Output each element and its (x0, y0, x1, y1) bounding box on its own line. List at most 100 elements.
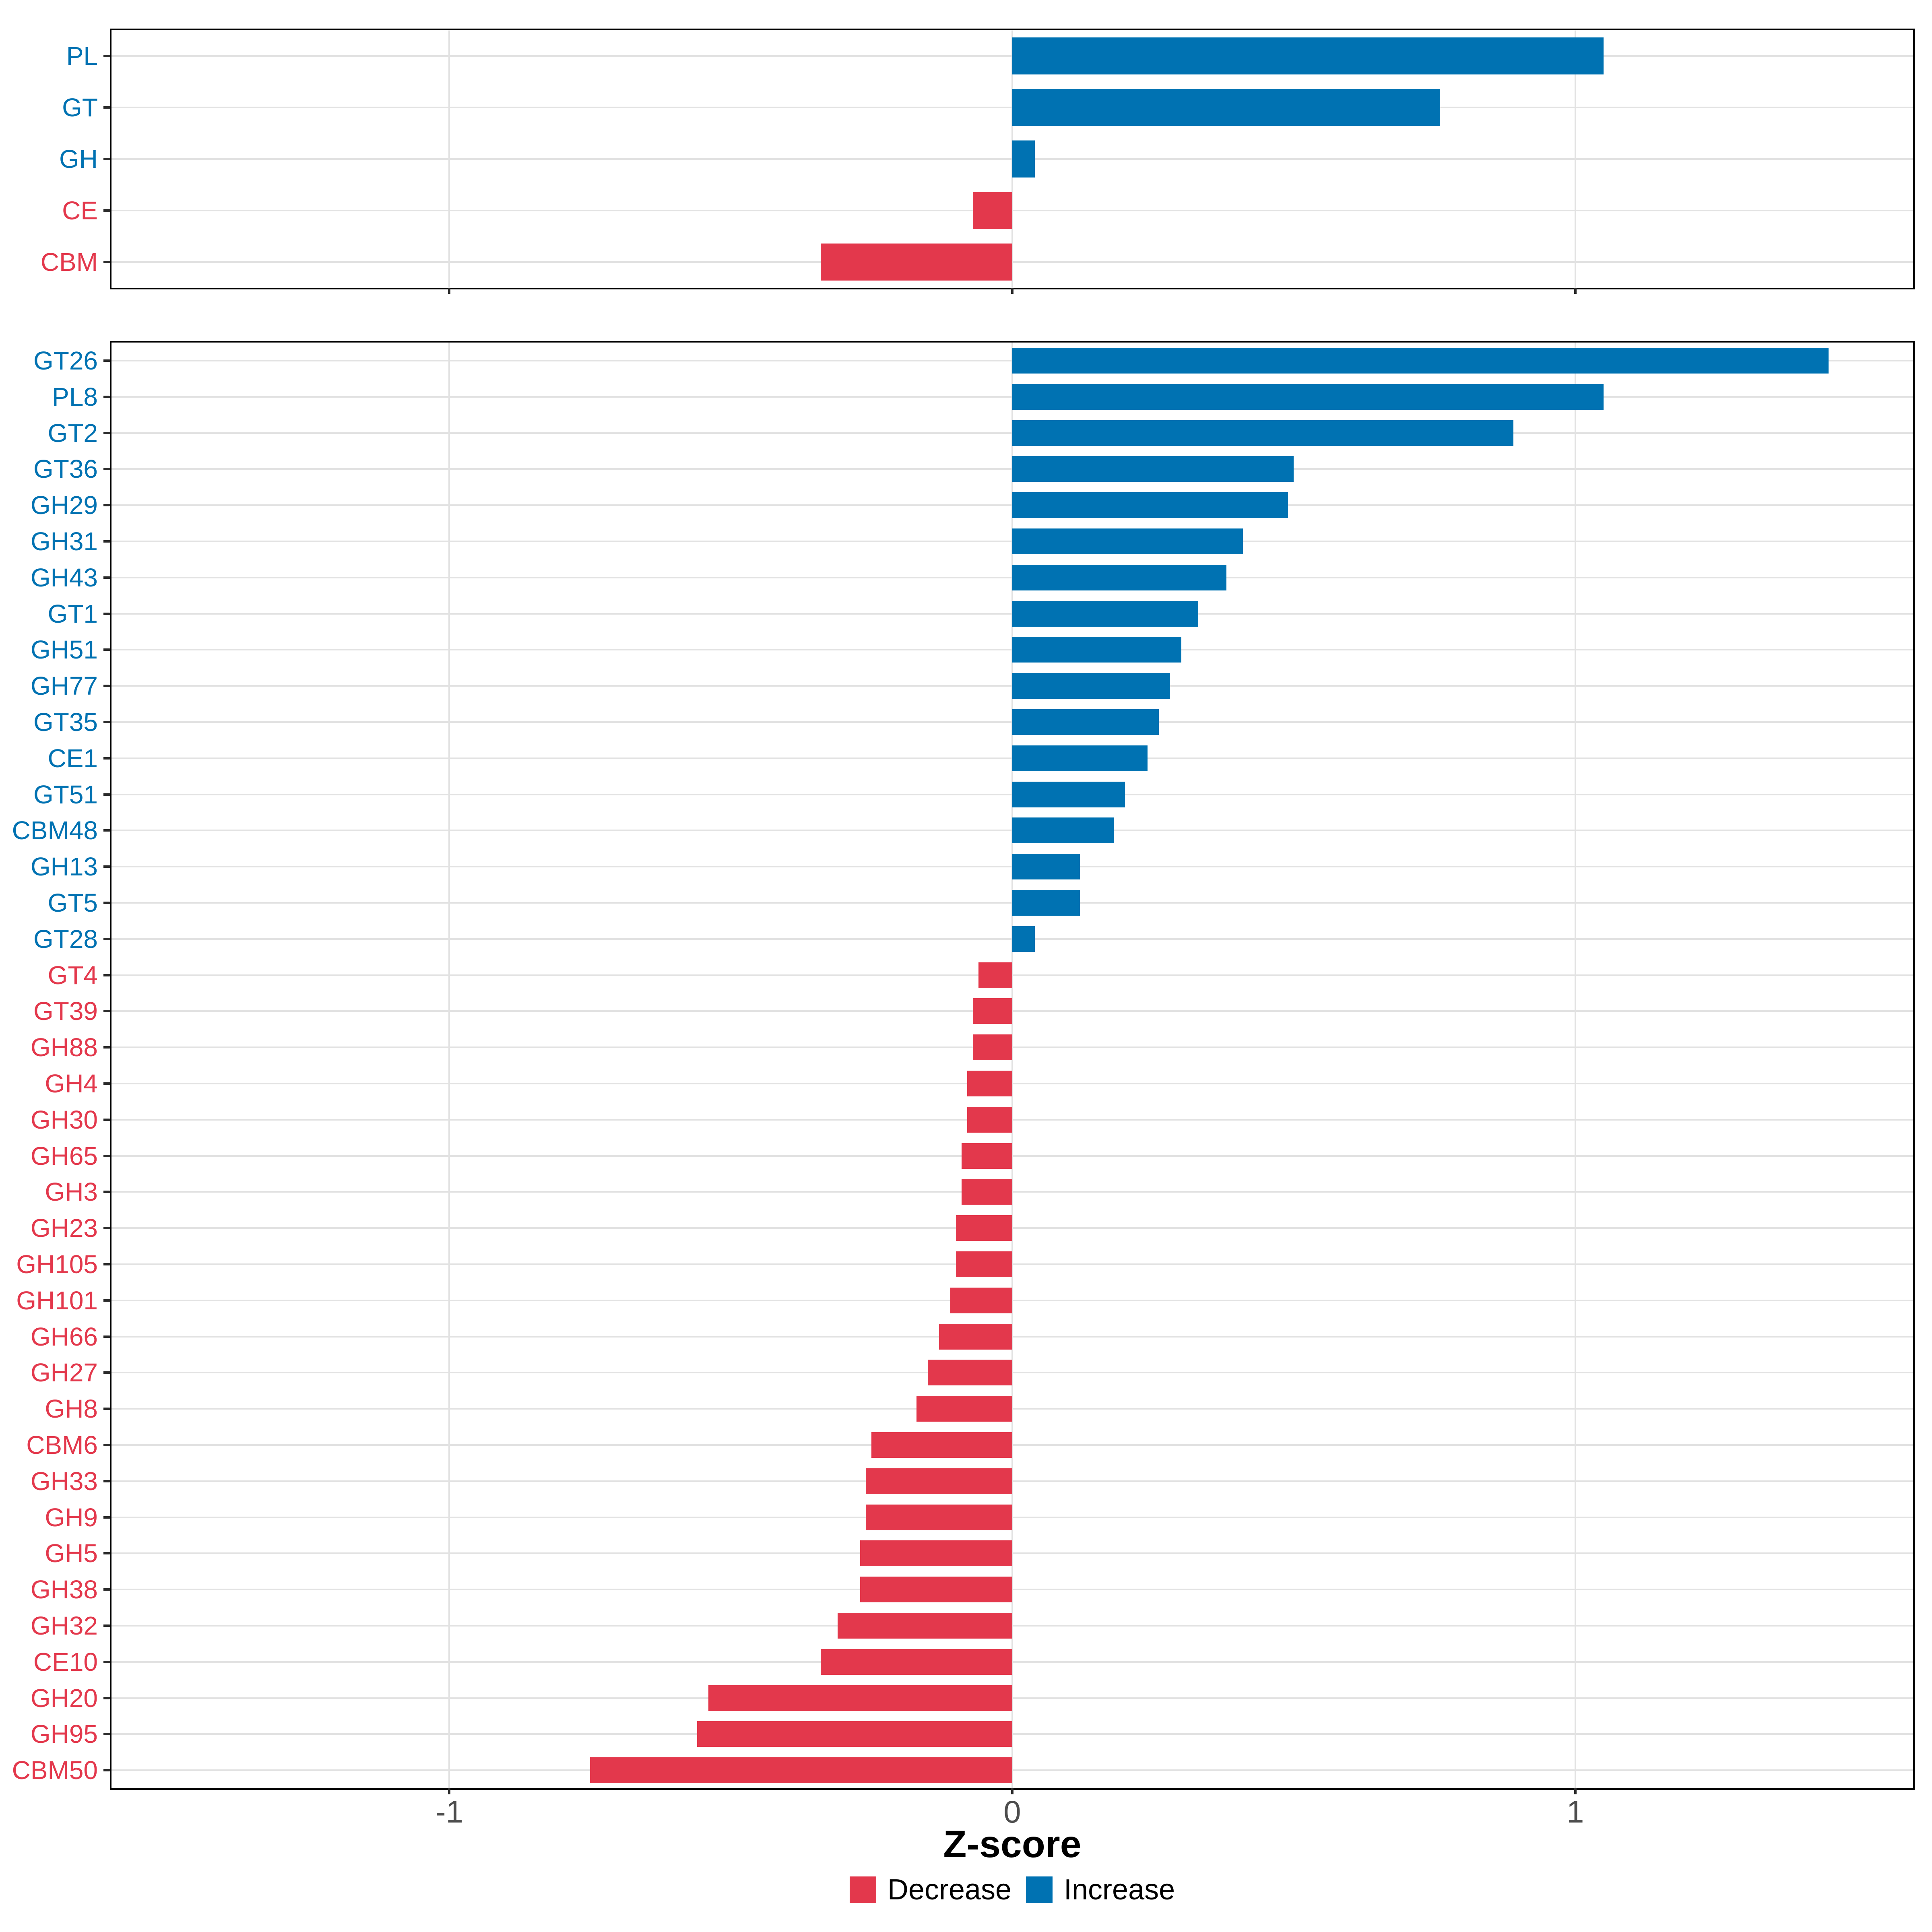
y-tick (103, 757, 110, 760)
y-label-GH33: GH33 (30, 1466, 98, 1496)
y-tick (103, 1552, 110, 1555)
y-label-GH8: GH8 (45, 1394, 98, 1424)
y-label-CBM50: CBM50 (12, 1756, 98, 1785)
y-label-GH30: GH30 (30, 1105, 98, 1134)
bar-GH3 (962, 1179, 1012, 1205)
gridline-row (111, 1552, 1913, 1554)
bar-GH95 (697, 1721, 1012, 1747)
family-zscore-panel: GT26 PL8 GT2 GT36 GH29 GH31 GH43 GT1 GH51 GH77 GT3… (12, 341, 1915, 1790)
bar-CBM6 (871, 1432, 1012, 1458)
gridline-row (111, 974, 1913, 976)
y-label-CE: CE (62, 196, 98, 225)
y-label-GT1: GT1 (47, 599, 98, 628)
x-tick-0 (1011, 288, 1013, 294)
y-label-GH95: GH95 (30, 1719, 98, 1749)
y-tick (103, 612, 110, 615)
y-tick (103, 504, 110, 507)
gridline-row (111, 1119, 1913, 1121)
bar-GH66 (939, 1323, 1012, 1350)
y-tick (103, 158, 110, 160)
x-tick-label-1: 1 (1567, 1794, 1584, 1829)
y-label-GH77: GH77 (30, 671, 98, 701)
y-label-GH43: GH43 (30, 563, 98, 592)
y-tick (103, 1046, 110, 1049)
bar-CE (973, 192, 1012, 229)
bar-GH9 (866, 1504, 1012, 1530)
y-tick (103, 1443, 110, 1446)
y-tick (103, 685, 110, 687)
y-tick (103, 1118, 110, 1121)
bar-GH43 (1012, 564, 1226, 590)
increase-swatch-icon (1026, 1876, 1053, 1903)
y-tick (103, 1769, 110, 1772)
x-tick-1 (1574, 288, 1577, 294)
decrease-swatch-icon (849, 1876, 876, 1903)
y-label-GT26: GT26 (33, 346, 98, 375)
y-tick (103, 395, 110, 398)
gridline-row (111, 1516, 1913, 1518)
y-label-GT: GT (62, 93, 98, 122)
bar-GH101 (950, 1287, 1012, 1313)
y-label-GH38: GH38 (30, 1575, 98, 1604)
gridline-row (111, 1733, 1913, 1735)
gridline-row (111, 1010, 1913, 1012)
bar-GT35 (1012, 709, 1159, 735)
y-label-GH101: GH101 (16, 1286, 98, 1315)
y-tick (103, 1733, 110, 1736)
y-tick (103, 1335, 110, 1338)
gridline-row (111, 1769, 1913, 1771)
bar-GH32 (838, 1612, 1012, 1639)
gridline-x-0 (1011, 343, 1013, 1788)
y-label-GH105: GH105 (16, 1249, 98, 1279)
y-tick (103, 901, 110, 904)
y-tick (103, 974, 110, 976)
x-tick-label--1: -1 (435, 1794, 463, 1829)
x-tick-0 (1011, 1788, 1013, 1794)
gridline-row (111, 1372, 1913, 1374)
y-tick (103, 829, 110, 832)
bar-GH38 (860, 1577, 1012, 1603)
y-label-GH65: GH65 (30, 1141, 98, 1170)
y-label-GT39: GT39 (33, 997, 98, 1026)
y-tick (103, 1660, 110, 1663)
y-label-GH23: GH23 (30, 1214, 98, 1243)
bar-GH77 (1012, 673, 1170, 699)
gridline-row (111, 1480, 1913, 1482)
gridline-x-1 (1574, 343, 1576, 1788)
x-tick--1 (448, 288, 451, 294)
y-tick (103, 1588, 110, 1591)
bar-GH31 (1012, 528, 1243, 554)
y-label-GT36: GT36 (33, 454, 98, 484)
y-label-GT4: GT4 (47, 960, 98, 990)
y-label-GT28: GT28 (33, 924, 98, 954)
x-tick--1 (448, 1788, 451, 1794)
gridline-row (111, 1697, 1913, 1699)
y-label-GH20: GH20 (30, 1683, 98, 1713)
gridline-row (111, 261, 1913, 263)
y-tick (103, 359, 110, 362)
y-label-GT51: GT51 (33, 780, 98, 809)
y-label-CBM6: CBM6 (26, 1430, 98, 1459)
y-tick (103, 468, 110, 471)
legend-item-increase: Increase (1026, 1873, 1175, 1906)
bar-GT2 (1012, 420, 1513, 446)
gridline-row (111, 1589, 1913, 1591)
gridline-row (111, 1263, 1913, 1265)
y-label-GT35: GT35 (33, 707, 98, 737)
gridline-row (111, 1661, 1913, 1663)
gridline-row (111, 210, 1913, 211)
y-tick (103, 937, 110, 940)
bar-GH4 (967, 1070, 1012, 1096)
bar-GH88 (973, 1034, 1012, 1061)
y-label-GH29: GH29 (30, 491, 98, 520)
y-tick (103, 55, 110, 57)
y-label-GH13: GH13 (30, 852, 98, 881)
bar-GT39 (973, 998, 1012, 1024)
bar-GH27 (928, 1360, 1012, 1386)
gridline-row (111, 1624, 1913, 1627)
bar-GH23 (956, 1215, 1012, 1241)
y-label-PL8: PL8 (52, 382, 98, 411)
gridline-row (111, 1082, 1913, 1084)
y-tick (103, 1697, 110, 1699)
y-tick (103, 576, 110, 579)
